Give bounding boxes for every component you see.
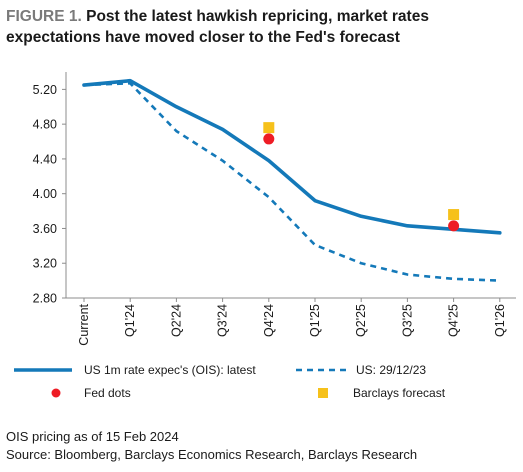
- x-tick-label: Q3'25: [400, 304, 414, 337]
- x-tick-label: Q4'25: [447, 304, 461, 337]
- legend-swatch-barclays: [318, 388, 328, 398]
- barclays-forecast-point: [263, 122, 275, 134]
- fed-dot-point: [263, 133, 275, 145]
- x-tick-label: Current: [77, 303, 91, 345]
- line-chart: 5.20 4.80 4.40 4.00 3.60 3.20 2.80 Current Q1'24…: [14, 72, 516, 400]
- x-tick-label: Q1'25: [308, 304, 322, 337]
- y-tick-label: 5.20: [33, 83, 57, 97]
- legend-swatch-fed-dots: [51, 388, 61, 398]
- y-tick-label: 2.80: [33, 292, 57, 306]
- x-tick-label: Q1'24: [123, 304, 137, 337]
- series-line-dec23: [83, 82, 500, 282]
- chart-title: FIGURE 1. Post the latest hawkish repric…: [6, 6, 516, 48]
- legend-label-barclays: Barclays forecast: [353, 386, 446, 400]
- legend-label-fed-dots: Fed dots: [84, 386, 131, 400]
- chart-axes: 5.20 4.80 4.40 4.00 3.60 3.20 2.80 Current Q1'24…: [33, 72, 516, 346]
- y-tick-label: 4.00: [33, 187, 57, 201]
- y-tick-label: 3.60: [33, 222, 57, 236]
- chart-marks: [82, 78, 502, 282]
- legend-label-latest: US 1m rate expec's (OIS): latest: [84, 363, 256, 377]
- fed-dot-point: [448, 220, 460, 232]
- x-tick-label: Q4'24: [262, 304, 276, 337]
- x-tick-label: Q1'26: [493, 304, 507, 337]
- barclays-forecast-point: [448, 209, 460, 221]
- x-tick-label: Q3'24: [216, 304, 230, 337]
- footer-source: Source: Bloomberg, Barclays Economics Re…: [6, 447, 418, 462]
- series-line-latest: [82, 78, 502, 235]
- chart-footer: OIS pricing as of 15 Feb 2024 Source: Bl…: [6, 428, 516, 464]
- x-tick-label: Q2'24: [169, 304, 183, 337]
- y-tick-label: 4.40: [33, 152, 57, 166]
- figure-label: FIGURE 1.: [6, 8, 82, 25]
- y-tick-label: 3.20: [33, 257, 57, 271]
- x-tick-label: Q2'25: [354, 304, 368, 337]
- chart-legend: US 1m rate expec's (OIS): latest US: 29/1…: [14, 363, 446, 400]
- title-text: Post the latest hawkish repricing, marke…: [6, 8, 429, 46]
- footer-note: OIS pricing as of 15 Feb 2024: [6, 429, 179, 444]
- legend-label-dec23: US: 29/12/23: [356, 363, 426, 377]
- y-tick-label: 4.80: [33, 118, 57, 132]
